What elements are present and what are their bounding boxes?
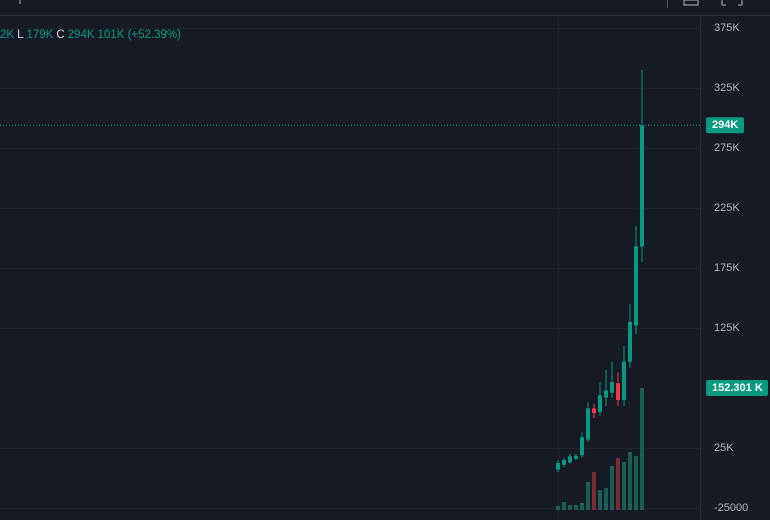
volume-bar	[634, 455, 638, 510]
grid	[0, 28, 700, 509]
candle-body	[616, 383, 620, 400]
candle-body	[634, 246, 638, 326]
volume-bar	[556, 505, 560, 510]
candle-body	[640, 125, 644, 247]
candles	[0, 70, 700, 472]
legend-open: 2K	[0, 29, 15, 41]
candle-body	[556, 463, 560, 470]
volume-bar	[640, 388, 644, 510]
toolbar-icon[interactable]	[721, 0, 743, 6]
last-price-label: 294K	[712, 119, 738, 131]
candle-body	[568, 456, 572, 463]
y-tick-label: -25000	[714, 502, 748, 514]
volume-bar	[598, 489, 602, 510]
y-axis: 375K 325K 275K 225K 175K 125K 25K -25000 294K 152…	[706, 22, 768, 514]
y-tick-label: 25K	[714, 442, 734, 454]
volume-bar	[562, 501, 566, 510]
volume-bar	[574, 504, 578, 510]
candle-body	[586, 408, 590, 440]
y-tick-label: 225K	[714, 202, 740, 214]
volume-bar	[616, 457, 620, 510]
volume-bar	[604, 487, 608, 510]
y-tick-label: 375K	[714, 22, 740, 34]
candle-body	[598, 395, 602, 412]
candle-body	[610, 382, 614, 393]
volume-bar	[568, 504, 572, 510]
y-tick-label: 275K	[714, 142, 740, 154]
y-tick-label: 325K	[714, 82, 740, 94]
legend-low: 179K	[26, 29, 54, 41]
legend-key: C	[56, 29, 65, 41]
candle-body	[622, 361, 626, 400]
volume-bar	[622, 461, 626, 510]
candle-body	[592, 408, 596, 414]
ohlc-legend: 2K L 179K C 294K 101K (+52.39%)	[0, 29, 181, 41]
volume-bar	[586, 481, 590, 510]
volume	[556, 388, 644, 510]
legend-close: 294K	[67, 29, 95, 41]
candle-body	[604, 390, 608, 398]
candle-body	[628, 322, 632, 362]
volume-bar	[610, 465, 614, 510]
y-tick-label: 125K	[714, 322, 740, 334]
toolbar-icon[interactable]	[683, 0, 699, 6]
last-price-badge	[706, 117, 744, 134]
candle-body	[562, 460, 566, 465]
candle-body	[580, 437, 584, 456]
y-tick-label: 175K	[714, 262, 740, 274]
volume-bar	[580, 502, 584, 510]
legend-change: 101K (+52.39%)	[97, 29, 181, 41]
candle-body	[574, 455, 578, 459]
volume-value-label: 152.301 K	[712, 382, 763, 394]
legend-key: L	[17, 29, 24, 41]
volume-badge	[706, 380, 768, 396]
volume-bar	[592, 471, 596, 510]
volume-bar	[628, 451, 632, 510]
